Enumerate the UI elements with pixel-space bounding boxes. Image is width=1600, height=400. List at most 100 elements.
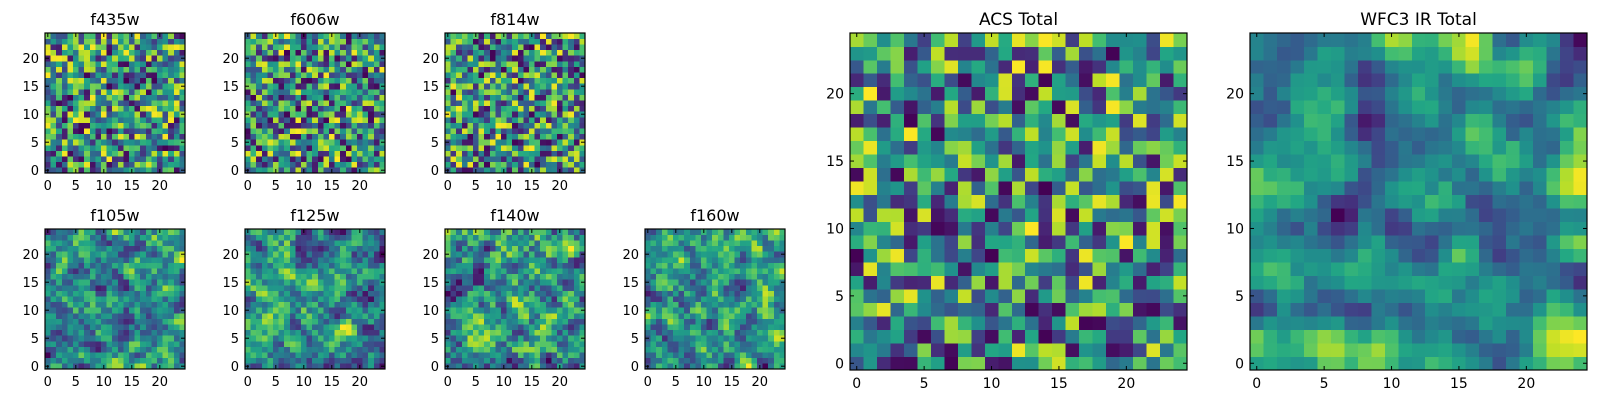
heatmap-cell — [101, 128, 107, 135]
heatmap-cell — [445, 61, 451, 67]
heatmap-cell — [112, 128, 119, 135]
heatmap-cell — [95, 245, 102, 252]
heatmap-cell — [89, 257, 96, 263]
heatmap-cell — [573, 72, 580, 79]
heatmap-cell — [317, 301, 324, 308]
heatmap-cell — [1160, 343, 1174, 357]
heatmap-cell — [245, 49, 251, 56]
heatmap-cell — [61, 72, 68, 79]
heatmap-cell — [461, 329, 468, 336]
heatmap-cell — [379, 268, 386, 275]
heatmap-cell — [562, 268, 569, 275]
heatmap-cell — [557, 318, 563, 325]
heatmap-cell — [757, 324, 763, 331]
heatmap-cell — [930, 275, 945, 290]
heatmap-cell — [579, 105, 586, 112]
heatmap-cell — [278, 122, 285, 129]
heatmap-cell — [256, 245, 263, 252]
heatmap-cell — [695, 296, 702, 303]
heatmap-cell — [379, 301, 386, 308]
heatmap-cell — [673, 257, 679, 263]
heatmap-cell — [373, 346, 380, 353]
heatmap-cell — [779, 324, 786, 331]
heatmap-cell — [340, 156, 347, 163]
heatmap-cell — [529, 352, 535, 359]
heatmap-cell — [373, 89, 380, 95]
heatmap-cell — [551, 268, 558, 275]
heatmap-cell — [50, 83, 57, 90]
heatmap-cell — [751, 245, 758, 252]
heatmap-cell — [473, 273, 479, 280]
x-tick-label: 0 — [244, 375, 252, 390]
heatmap-cell — [557, 44, 563, 51]
heatmap-cell — [650, 341, 657, 347]
heatmap-cell — [351, 346, 358, 353]
heatmap-cell — [523, 318, 530, 325]
heatmap-cell — [67, 122, 74, 129]
heatmap-cell — [998, 208, 1013, 223]
heatmap-cell — [250, 89, 257, 95]
heatmap-cell — [740, 285, 747, 291]
heatmap-cell — [450, 72, 457, 79]
heatmap-cell — [301, 94, 307, 101]
heatmap-cell — [173, 307, 180, 314]
heatmap-cell — [112, 257, 119, 263]
heatmap-cell — [179, 94, 186, 101]
heatmap-cell — [373, 296, 380, 303]
heatmap-cell — [84, 313, 91, 319]
heatmap-cell — [179, 161, 186, 168]
heatmap-cell — [273, 240, 279, 247]
heatmap-cell — [1038, 248, 1053, 263]
heatmap-cell — [373, 161, 380, 168]
heatmap-cell — [489, 38, 496, 45]
heatmap-cell — [362, 307, 369, 314]
heatmap-cell — [123, 245, 130, 252]
heatmap-cell — [445, 100, 451, 107]
heatmap-cell — [1092, 356, 1107, 371]
heatmap-cell — [557, 72, 563, 79]
heatmap-cell — [78, 44, 85, 51]
heatmap-cell — [523, 268, 530, 275]
heatmap-cell — [151, 273, 158, 280]
heatmap-cell — [1065, 289, 1080, 303]
heatmap-cell — [1106, 167, 1120, 182]
heatmap-cell — [179, 285, 186, 291]
heatmap-cell — [157, 335, 163, 342]
heatmap-cell — [317, 133, 324, 140]
heatmap-cell — [157, 301, 163, 308]
heatmap-cell — [489, 262, 496, 269]
heatmap-cell — [557, 94, 563, 101]
heatmap-cell — [695, 324, 702, 331]
heatmap-cell — [478, 33, 485, 39]
heatmap-cell — [267, 161, 274, 168]
heatmap-cell — [245, 245, 251, 252]
heatmap-cell — [579, 346, 586, 353]
heatmap-cell — [45, 296, 51, 303]
heatmap-cell — [484, 240, 491, 247]
heatmap-cell — [684, 324, 691, 331]
heatmap-cell — [1092, 208, 1107, 223]
heatmap-cell — [78, 77, 85, 84]
heatmap-cell — [256, 156, 263, 163]
heatmap-cell — [506, 83, 513, 90]
heatmap-cell — [1146, 329, 1161, 344]
heatmap-cell — [134, 301, 141, 308]
heatmap-cell — [540, 122, 547, 129]
heatmap-cell — [123, 128, 130, 135]
heatmap-cell — [751, 329, 758, 336]
heatmap-cell — [957, 235, 972, 249]
heatmap-cell — [656, 341, 663, 347]
heatmap-cell — [323, 150, 330, 157]
heatmap-cell — [450, 341, 457, 347]
heatmap-cell — [512, 285, 519, 291]
heatmap-cell — [557, 128, 563, 135]
heatmap-cell — [345, 268, 352, 275]
heatmap-cell — [117, 363, 124, 370]
heatmap-cell — [56, 296, 63, 303]
heatmap-cell — [529, 307, 535, 314]
heatmap-cell — [306, 341, 313, 347]
heatmap-cell — [478, 161, 485, 168]
heatmap-cell — [450, 139, 457, 146]
heatmap-cell — [517, 279, 524, 286]
heatmap-cell — [545, 279, 552, 286]
